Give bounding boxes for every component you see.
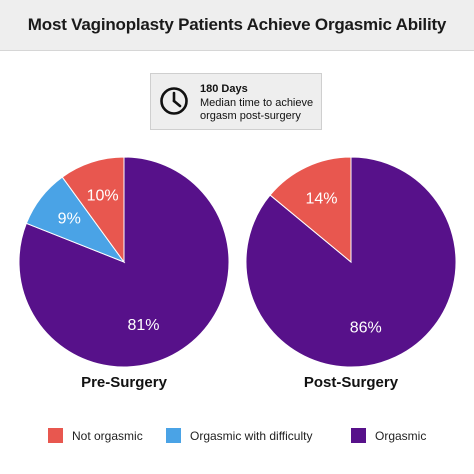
- pie-charts: 81% 9% 10% 86% 14%: [18, 156, 457, 368]
- legend-swatch: [48, 428, 63, 443]
- title-bar: Most Vaginoplasty Patients Achieve Orgas…: [0, 0, 474, 51]
- pie-title-post-surgery: Post-Surgery: [303, 374, 399, 391]
- pie-data-label: 9%: [58, 211, 81, 228]
- info-box: 180 Days Median time to achieve orgasm p…: [150, 73, 322, 130]
- clock-icon: [160, 87, 188, 115]
- pie-data-label: 81%: [127, 317, 159, 334]
- legend-item-orgasmic-with-difficulty: Orgasmic with difficulty: [166, 428, 312, 443]
- legend-swatch: [351, 428, 366, 443]
- chart-title: Most Vaginoplasty Patients Achieve Orgas…: [27, 15, 447, 34]
- pie-data-label: 14%: [305, 191, 337, 208]
- info-headline: 180 Days: [200, 83, 248, 95]
- legend-label: Not orgasmic: [72, 428, 143, 443]
- pie-slice-not-orgasmic: [61, 156, 125, 264]
- pie-data-label: 86%: [350, 320, 382, 337]
- info-text: Median time to achieve orgasm post-surge…: [200, 97, 314, 122]
- legend-item-not-orgasmic: Not orgasmic: [48, 428, 143, 443]
- pie-data-label: 10%: [87, 187, 119, 204]
- legend-swatch: [166, 428, 181, 443]
- legend-label: Orgasmic with difficulty: [190, 428, 313, 443]
- legend-item-orgasmic: Orgasmic: [351, 428, 426, 443]
- pie-slice-not-orgasmic: [269, 156, 352, 264]
- pie-title-pre-surgery: Pre-Surgery: [81, 374, 167, 391]
- legend: Not orgasmic Orgasmic with difficulty Or…: [0, 428, 474, 448]
- legend-label: Orgasmic: [375, 428, 427, 443]
